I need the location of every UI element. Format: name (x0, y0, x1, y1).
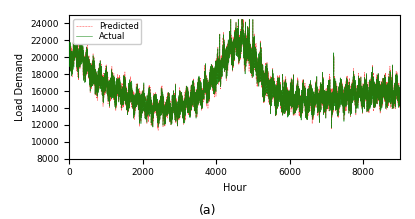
Predicted (392, 93, 397, 96)
Actual (269, 81, 274, 83)
Predicted (85, 61, 90, 64)
Predicted (156, 129, 161, 132)
Predicted (328, 100, 333, 102)
Actual (274, 101, 279, 104)
Actual (85, 60, 90, 63)
Predicted (228, 18, 233, 21)
Predicted (269, 93, 274, 96)
Predicted (398, 100, 403, 102)
Actual (228, 18, 233, 21)
Predicted (155, 123, 160, 126)
Predicted (66, 57, 71, 59)
Line: Predicted: Predicted (69, 19, 400, 130)
Actual (329, 127, 334, 129)
X-axis label: Hour: Hour (223, 183, 246, 193)
Y-axis label: Load Demand: Load Demand (15, 53, 25, 121)
Actual (155, 115, 160, 117)
Actual (398, 96, 403, 99)
Line: Actual: Actual (69, 19, 400, 128)
Predicted (274, 99, 279, 102)
Legend: Predicted, Actual: Predicted, Actual (73, 19, 142, 44)
Actual (66, 57, 71, 60)
Text: (a): (a) (199, 204, 216, 217)
Actual (392, 94, 397, 97)
Actual (328, 102, 333, 105)
